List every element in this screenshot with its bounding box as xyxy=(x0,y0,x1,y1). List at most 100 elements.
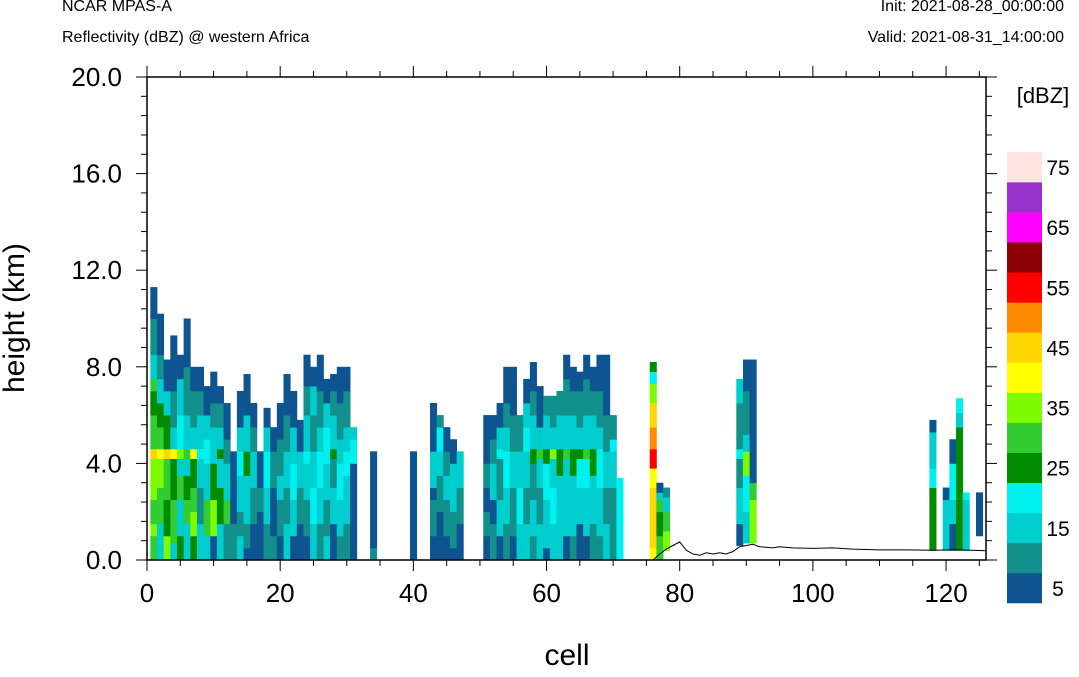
reflectivity-cell xyxy=(236,535,244,561)
reflectivity-cell xyxy=(150,535,158,561)
reflectivity-cell xyxy=(183,415,191,450)
reflectivity-cell xyxy=(942,487,950,501)
reflectivity-cell xyxy=(216,403,224,428)
reflectivity-cell xyxy=(216,386,224,404)
reflectivity-cell xyxy=(150,523,158,537)
reflectivity-cell xyxy=(236,427,244,452)
reflectivity-cell xyxy=(210,371,218,404)
reflectivity-cell xyxy=(736,448,744,459)
reflectivity-cell xyxy=(263,451,271,488)
reflectivity-cell xyxy=(223,523,231,561)
reflectivity-cell xyxy=(503,403,511,428)
reflectivity-cell xyxy=(529,463,537,501)
reflectivity-cell xyxy=(236,475,244,513)
reflectivity-cell xyxy=(529,448,537,464)
reflectivity-cell xyxy=(543,463,551,501)
reflectivity-cell xyxy=(296,451,304,488)
reflectivity-cell xyxy=(296,487,304,525)
reflectivity-cell xyxy=(196,366,204,392)
reflectivity-cell xyxy=(589,415,597,450)
x-tick-label: 80 xyxy=(665,578,694,608)
reflectivity-cell xyxy=(283,523,291,561)
reflectivity-cell xyxy=(509,415,517,452)
reflectivity-cell xyxy=(536,487,544,525)
reflectivity-cell xyxy=(230,451,238,525)
reflectivity-cell xyxy=(503,366,511,404)
reflectivity-cell xyxy=(949,523,957,551)
reflectivity-cell xyxy=(663,497,671,513)
reflectivity-cell xyxy=(603,487,611,525)
reflectivity-cell xyxy=(156,313,165,356)
colorbar-tick-label: 5 xyxy=(1052,578,1064,601)
reflectivity-cell xyxy=(190,448,198,459)
reflectivity-cell xyxy=(489,415,497,440)
reflectivity-cell xyxy=(243,415,251,452)
reflectivity-cell xyxy=(283,451,291,488)
reflectivity-cell xyxy=(523,451,531,488)
reflectivity-cell xyxy=(163,359,171,392)
reflectivity-cell xyxy=(316,390,324,428)
y-tick-labels: 0.0 4.0 8.0 12.0 16.0 20.0 xyxy=(71,62,122,575)
reflectivity-cell xyxy=(656,492,664,501)
reflectivity-cell xyxy=(316,354,324,392)
reflectivity-cell xyxy=(589,523,597,561)
colorbar xyxy=(1007,152,1042,604)
reflectivity-cell xyxy=(210,403,218,428)
reflectivity-cell xyxy=(250,451,258,488)
reflectivity-cell xyxy=(649,403,657,428)
reflectivity-cell xyxy=(163,499,171,537)
reflectivity-cell xyxy=(649,487,657,549)
reflectivity-cell xyxy=(203,463,211,501)
reflectivity-cell xyxy=(190,458,198,488)
reflectivity-cell xyxy=(236,390,244,428)
reflectivity-cell xyxy=(303,535,311,561)
reflectivity-cell xyxy=(176,415,185,450)
reflectivity-cell xyxy=(449,439,458,464)
reflectivity-cell xyxy=(603,378,611,416)
reflectivity-cell xyxy=(203,439,211,464)
reflectivity-cell xyxy=(270,451,278,488)
reflectivity-cell xyxy=(276,403,284,440)
colorbar-tick-label: 65 xyxy=(1046,217,1069,240)
reflectivity-cell xyxy=(516,523,524,561)
reflectivity-cell xyxy=(549,458,557,488)
reflectivity-cell xyxy=(649,427,657,450)
reflectivity-cell xyxy=(170,499,178,544)
reflectivity-cell xyxy=(529,415,537,450)
reflectivity-cell xyxy=(742,451,751,476)
reflectivity-cell xyxy=(336,403,344,440)
terrain-line xyxy=(147,541,987,561)
reflectivity-cell xyxy=(603,415,611,452)
colorbar-swatch xyxy=(1007,422,1042,453)
reflectivity-cell xyxy=(343,427,351,452)
reflectivity-cell xyxy=(310,386,318,416)
reflectivity-cell xyxy=(649,371,657,385)
reflectivity-cell xyxy=(196,523,204,561)
reflectivity-cell xyxy=(436,475,444,513)
reflectivity-cell xyxy=(956,398,964,414)
reflectivity-cell xyxy=(203,535,211,561)
reflectivity-cell xyxy=(150,390,158,416)
reflectivity-cell xyxy=(549,487,557,525)
reflectivity-cell xyxy=(503,523,511,561)
colorbar-swatch xyxy=(1007,482,1042,514)
reflectivity-cell xyxy=(563,448,571,459)
reflectivity-cell xyxy=(296,419,304,452)
reflectivity-cell xyxy=(569,415,577,450)
colorbar-swatch xyxy=(1007,572,1042,604)
reflectivity-cell xyxy=(150,318,158,356)
reflectivity-cell xyxy=(516,487,524,525)
reflectivity-cell xyxy=(449,547,458,561)
reflectivity-cell xyxy=(949,463,957,501)
reflectivity-cell xyxy=(163,390,171,416)
reflectivity-cell xyxy=(183,458,191,476)
reflectivity-cell xyxy=(449,463,458,513)
reflectivity-cell xyxy=(290,463,298,501)
reflectivity-cell xyxy=(270,535,278,561)
reflectivity-cell xyxy=(536,448,544,459)
reflectivity-cell xyxy=(443,535,451,561)
reflectivity-cell xyxy=(256,487,264,513)
reflectivity-cell xyxy=(310,366,318,387)
reflectivity-cell xyxy=(483,535,491,561)
reflectivity-cell xyxy=(170,448,178,459)
